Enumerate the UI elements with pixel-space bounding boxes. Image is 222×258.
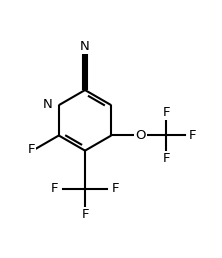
Text: F: F (163, 152, 170, 165)
Text: N: N (43, 98, 53, 111)
Text: F: F (81, 208, 89, 221)
Text: F: F (163, 106, 170, 119)
Text: F: F (51, 182, 59, 195)
Text: O: O (135, 129, 146, 142)
Text: F: F (28, 143, 35, 156)
Text: F: F (111, 182, 119, 195)
Text: F: F (189, 129, 197, 142)
Text: N: N (80, 40, 90, 53)
